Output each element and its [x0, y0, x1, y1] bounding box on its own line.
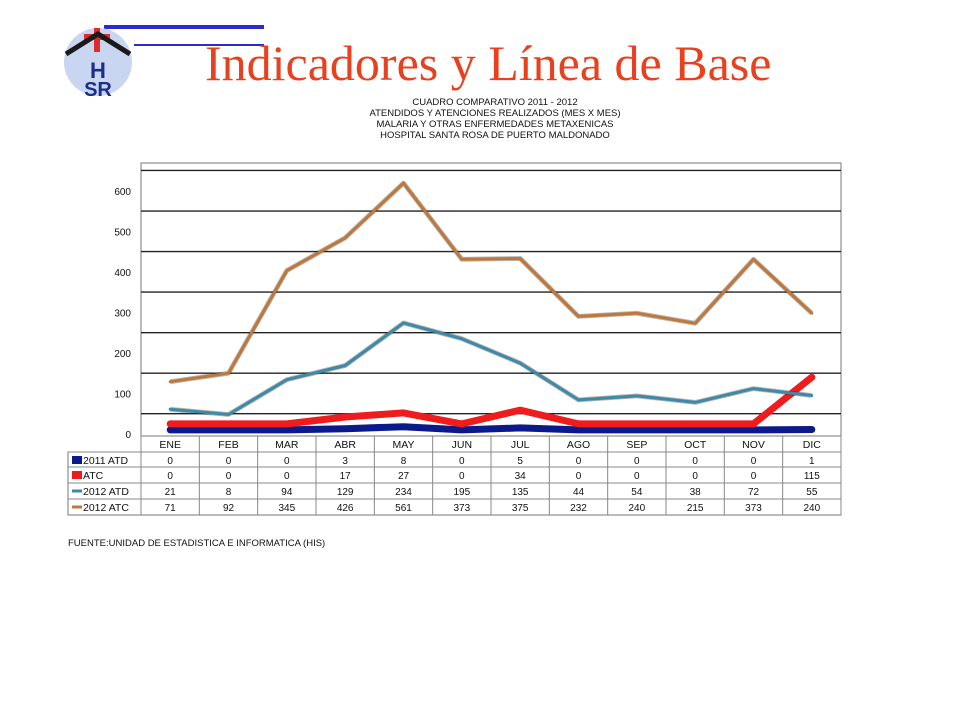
series-line-1: [166, 373, 816, 428]
data-table-cell: 426: [337, 503, 354, 514]
data-table-cell: 1: [809, 456, 815, 467]
y-tick-label: 200: [114, 349, 131, 360]
data-table-cell: 71: [165, 503, 177, 514]
x-tick-label: ENE: [159, 439, 181, 451]
data-table-cell: 34: [515, 471, 527, 482]
data-table-cell: 0: [634, 456, 640, 467]
data-table-cell: 345: [278, 503, 295, 514]
data-table-cell: 215: [687, 503, 704, 514]
x-tick-label: JUL: [511, 439, 530, 451]
data-table-cell: 0: [284, 456, 290, 467]
plot-area: [140, 162, 842, 437]
data-table-cell: 240: [628, 503, 645, 514]
chart-title: CUADRO COMPARATIVO 2011 - 2012 ATENDIDOS…: [300, 97, 690, 141]
data-table-cell: 72: [748, 487, 760, 498]
data-table-cell: 5: [517, 456, 523, 467]
x-tick-label: FEB: [218, 439, 238, 451]
x-tick-label: NOV: [742, 439, 765, 451]
data-table-cell: 21: [165, 487, 177, 498]
x-tick-label: MAY: [393, 439, 415, 451]
y-tick-label: 400: [114, 268, 131, 279]
data-table-cell: 0: [634, 471, 640, 482]
legend-key-1: [72, 471, 82, 479]
data-table-cell: 17: [340, 471, 352, 482]
legend-label-3: 2012 ATC: [83, 502, 129, 514]
data-table-cell: 0: [751, 471, 757, 482]
y-tick-label: 0: [125, 430, 131, 441]
data-table-cell: 0: [459, 456, 465, 467]
series-line-2: [168, 321, 814, 416]
data-table-cell: 8: [226, 487, 232, 498]
data-table-cell: 0: [576, 456, 582, 467]
data-table-cell: 55: [806, 487, 818, 498]
data-table-cell: 94: [281, 487, 293, 498]
data-table-cell: 375: [512, 503, 529, 514]
y-tick-label: 300: [114, 308, 131, 319]
y-tick-label: 600: [114, 187, 131, 198]
x-tick-label: ABR: [334, 439, 356, 451]
x-tick-label: OCT: [684, 439, 707, 451]
data-table-cell: 0: [459, 471, 465, 482]
legend-label-2: 2012 ATD: [83, 486, 129, 498]
data-table-cell: 195: [453, 487, 470, 498]
legend-key-2: [72, 489, 82, 493]
logo-letter-h: H: [90, 58, 106, 83]
chart-title-line-1: CUADRO COMPARATIVO 2011 - 2012: [412, 97, 578, 108]
data-table-cell: 0: [167, 471, 173, 482]
legend-key-3: [72, 505, 82, 509]
page-title: Indicadores y Línea de Base: [205, 35, 772, 91]
data-table-cell: 0: [576, 471, 582, 482]
x-tick-label: MAR: [275, 439, 299, 451]
data-table-cell: 0: [284, 471, 290, 482]
logo-letters-sr: SR: [84, 79, 112, 100]
data-table-cell: 38: [690, 487, 702, 498]
series-line-3: [168, 181, 814, 384]
data-table-cell: 232: [570, 503, 587, 514]
data-table-cell: 129: [337, 487, 354, 498]
data-table-cell: 54: [631, 487, 643, 498]
data-table-cell: 44: [573, 487, 585, 498]
data-table-cell: 0: [692, 456, 698, 467]
hospital-logo: H SR: [64, 25, 264, 100]
data-table-cell: 8: [401, 456, 407, 467]
legend-label-0: 2011 ATD: [83, 455, 129, 467]
series-line-0: [166, 423, 816, 434]
y-tick-label: 500: [114, 227, 131, 238]
x-tick-label: SEP: [626, 439, 647, 451]
data-table-cell: 0: [226, 456, 232, 467]
data-table-cell: 92: [223, 503, 235, 514]
chart-title-line-3: MALARIA Y OTRAS ENFERMEDADES METAXENICAS: [376, 119, 614, 130]
y-tick-label: 100: [114, 389, 131, 400]
data-table-cell: 373: [745, 503, 762, 514]
x-tick-label: AGO: [567, 439, 590, 451]
data-table-cell: 115: [804, 471, 820, 482]
x-tick-label: DIC: [803, 439, 822, 451]
data-table-cell: 373: [453, 503, 470, 514]
source-note: FUENTE:UNIDAD DE ESTADISTICA E INFORMATI…: [68, 538, 326, 549]
data-table-cell: 135: [512, 487, 529, 498]
x-tick-label: JUN: [452, 439, 472, 451]
legend-key-0: [72, 456, 82, 464]
legend-label-1: ATC: [83, 470, 104, 482]
chart-title-line-4: HOSPITAL SANTA ROSA DE PUERTO MALDONADO: [380, 130, 610, 141]
data-table-cell: 0: [167, 456, 173, 467]
data-table-cell: 561: [395, 503, 412, 514]
data-table-cell: 0: [751, 456, 757, 467]
data-table-cell: 240: [803, 503, 820, 514]
data-table-cell: 0: [692, 471, 698, 482]
data-table-cell: 27: [398, 471, 410, 482]
data-table-cell: 0: [226, 471, 232, 482]
data-table-cell: 234: [395, 487, 412, 498]
chart-title-line-2: ATENDIDOS Y ATENCIONES REALIZADOS (MES X…: [369, 108, 621, 119]
data-table-cell: 3: [342, 456, 348, 467]
